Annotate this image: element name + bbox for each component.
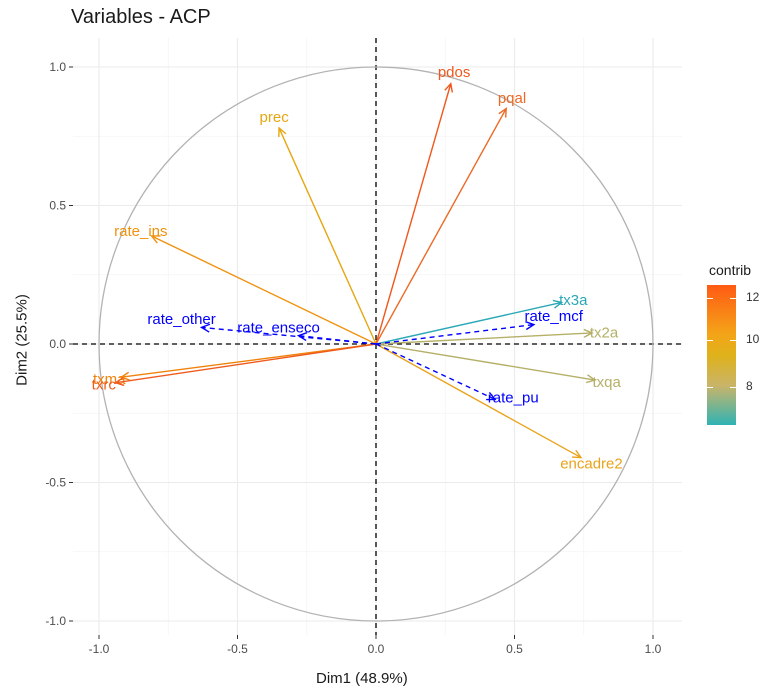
arrow-tx3a xyxy=(375,301,562,345)
y-axis-label: Dim2 (25.5%) xyxy=(13,294,31,386)
y-tick-label: 0.5 xyxy=(49,199,66,213)
legend-tick-label: 8 xyxy=(746,379,753,393)
x-tick-label: 1.0 xyxy=(645,642,662,656)
label-rate_other: rate_other xyxy=(147,311,215,328)
arrowhead-rate_enseco xyxy=(296,332,308,342)
arrow-txqa xyxy=(375,343,595,381)
arrow-tx2a xyxy=(375,332,593,345)
arrowhead-rate_other xyxy=(199,323,211,333)
correlation-circle xyxy=(98,66,654,622)
legend-tick-label: 10 xyxy=(746,332,760,346)
arrow-pqal xyxy=(375,108,507,345)
arrowhead-txma xyxy=(119,371,130,381)
arrow-txrc xyxy=(115,343,377,384)
x-tick-label: 0.5 xyxy=(506,642,523,656)
arrowhead-pqal xyxy=(498,107,507,118)
arrow-rate_ins xyxy=(151,235,377,345)
label-pdos: pdos xyxy=(438,64,471,81)
arrowhead-tx3a xyxy=(552,299,564,309)
legend-tickmark xyxy=(730,340,736,341)
legend-tickmark xyxy=(707,340,713,341)
x-tick-label: 0.0 xyxy=(368,642,385,656)
y-tick-label: -1.0 xyxy=(45,614,66,628)
arrowhead-rate_pu xyxy=(486,391,497,401)
label-rate_mcf: rate_mcf xyxy=(525,308,584,325)
x-axis-label: Dim1 (48.9%) xyxy=(316,670,408,687)
arrow-rate_enseco xyxy=(298,334,377,345)
legend-tick-label: 12 xyxy=(746,290,760,304)
arrow-encadre2 xyxy=(375,343,582,459)
label-tx3a: tx3a xyxy=(559,292,588,309)
label-tx2a: tx2a xyxy=(590,324,619,341)
arrowhead-txqa xyxy=(585,374,597,384)
label-pqal: pqal xyxy=(498,90,526,107)
x-tick-label: -0.5 xyxy=(227,642,248,656)
label-rate_ins: rate_ins xyxy=(114,223,167,240)
y-tick-label: 0.0 xyxy=(49,337,66,351)
arrowhead-txrc xyxy=(114,377,125,387)
label-encadre2: encadre2 xyxy=(560,455,623,472)
legend-tickmark xyxy=(730,298,736,299)
chart-title: Variables - ACP xyxy=(71,6,211,28)
zero-lines xyxy=(73,38,682,635)
y-tick-label: -0.5 xyxy=(45,476,66,490)
x-tick-label: -1.0 xyxy=(89,642,110,656)
arrowhead-pdos xyxy=(444,82,454,93)
legend-tickmark xyxy=(707,387,713,388)
arrow-pdos xyxy=(375,83,452,345)
label-txqa: txqa xyxy=(592,374,621,391)
legend-tickmark xyxy=(707,298,713,299)
arrow-prec xyxy=(278,127,377,345)
arrow-txma xyxy=(121,343,377,378)
axis-ticks: -1.0 -0.5 0.0 0.5 1.0 -1.0 -0.5 0.0 0.5 1.0 xyxy=(45,60,661,656)
label-rate_enseco: rate_enseco xyxy=(237,319,320,336)
label-txrc: txrc xyxy=(92,377,117,394)
arrowhead-prec xyxy=(278,126,287,137)
label-prec: prec xyxy=(260,109,290,126)
arrowhead-encadre2 xyxy=(571,449,583,459)
legend-colorbar xyxy=(707,285,736,425)
arrow-rate_pu xyxy=(375,343,496,401)
y-tick-label: 1.0 xyxy=(49,60,66,74)
arrowhead-rate_mcf xyxy=(525,321,536,331)
arrowhead-rate_ins xyxy=(150,235,161,244)
label-rate_pu: rate_pu xyxy=(488,389,539,406)
legend-tickmark xyxy=(730,387,736,388)
legend-title: contrib xyxy=(709,262,752,278)
arrowhead-tx2a xyxy=(583,328,594,338)
